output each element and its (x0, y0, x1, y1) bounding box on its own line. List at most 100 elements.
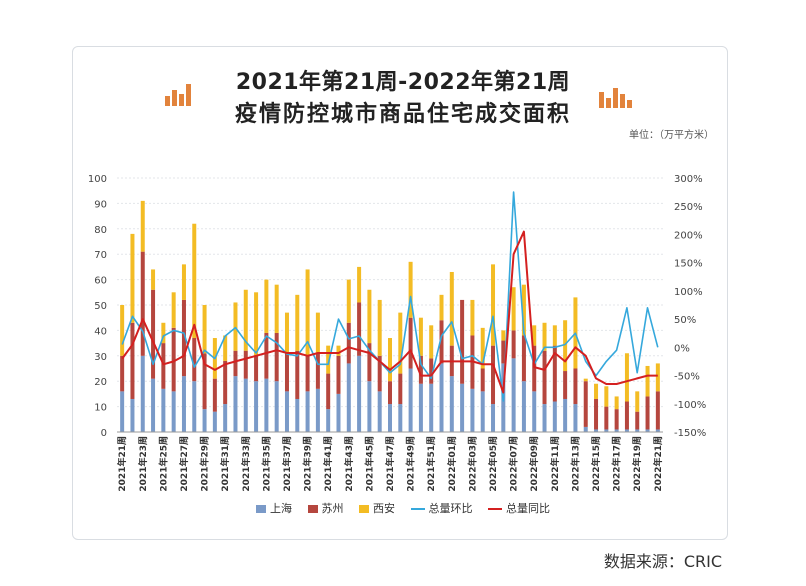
chart-title-period: 2021年第21周-2022年第21周 (235, 70, 571, 95)
bar-西安 (171, 292, 176, 328)
bar-上海 (377, 391, 382, 432)
legend-item-tb: 总量同比 (488, 500, 550, 516)
bar-苏州 (491, 345, 496, 405)
bar-上海 (140, 355, 145, 432)
x-tick-label: 2022年19周 (631, 436, 643, 492)
bar-上海 (233, 376, 238, 432)
bar-西安 (357, 266, 362, 303)
bar-西安 (398, 312, 403, 374)
bar-上海 (604, 429, 609, 432)
bar-苏州 (192, 338, 197, 382)
bar-上海 (264, 378, 269, 432)
bar-苏州 (418, 355, 423, 384)
bar-苏州 (377, 355, 382, 392)
bar-上海 (254, 381, 259, 432)
bar-上海 (532, 391, 537, 432)
bar-上海 (202, 409, 207, 432)
x-tick-label: 2021年45周 (363, 436, 375, 492)
bar-西安 (120, 305, 125, 356)
bar-上海 (120, 391, 125, 432)
x-tick-label: 2022年15周 (590, 436, 602, 492)
left-tick-label: 60 (94, 276, 107, 287)
bar-西安 (645, 365, 650, 397)
bar-上海 (346, 363, 351, 432)
bar-西安 (563, 320, 568, 372)
x-tick-label: 2021年47周 (384, 436, 396, 492)
x-tick-label: 2021年49周 (405, 436, 417, 492)
bar-上海 (336, 393, 341, 432)
left-tick-label: 100 (88, 174, 107, 185)
right-tick-label: 50% (674, 315, 696, 326)
bar-西安 (377, 299, 382, 356)
unit-label: 单位：（万平方米） (629, 130, 714, 141)
x-tick-label: 2022年07周 (508, 436, 520, 492)
bar-苏州 (511, 330, 516, 359)
bar-苏州 (573, 368, 578, 405)
bar-西安 (511, 287, 516, 331)
bar-苏州 (460, 299, 465, 384)
bar-上海 (480, 391, 485, 432)
bar-西安 (192, 223, 197, 339)
bar-上海 (151, 378, 156, 432)
bar-西安 (233, 302, 238, 351)
bar-上海 (563, 398, 568, 432)
bar-苏州 (171, 327, 176, 392)
bar-上海 (429, 383, 434, 432)
bar-苏州 (439, 320, 444, 364)
bar-西安 (295, 294, 300, 351)
right-tick-label: -50% (674, 372, 700, 383)
combo-chart: 0 10 20 30 40 50 60 70 80 90 100 -150% -100% -50% 0% 50… (88, 174, 706, 492)
legend-item-suzhou: 苏州 (307, 500, 344, 516)
bar-苏州 (501, 340, 506, 364)
left-tick-label: 40 (94, 326, 107, 337)
bar-苏州 (254, 355, 259, 382)
bar-苏州 (305, 355, 310, 392)
bar-苏州 (480, 368, 485, 392)
bar-上海 (130, 398, 135, 432)
bar-西安 (614, 396, 619, 410)
bar-苏州 (357, 302, 362, 356)
bar-苏州 (388, 381, 392, 405)
bar-上海 (326, 409, 331, 432)
bar-苏州 (521, 335, 526, 382)
line-总量同比 (121, 230, 658, 394)
bar-苏州 (233, 350, 238, 377)
bar-苏州 (243, 350, 248, 379)
bar-西安 (326, 345, 331, 374)
x-tick-label: 2021年35周 (260, 436, 272, 492)
bar-上海 (181, 376, 186, 432)
x-tick-label: 2022年05周 (487, 436, 499, 492)
x-tick-label: 2021年41周 (322, 436, 334, 492)
bar-苏州 (151, 289, 156, 379)
bar-上海 (460, 383, 465, 432)
line-总量环比 (121, 191, 659, 402)
bar-苏州 (367, 343, 372, 382)
bar-上海 (449, 376, 454, 432)
bar-苏州 (604, 406, 609, 430)
right-tick-label: 250% (674, 202, 703, 213)
bar-苏州 (563, 371, 568, 399)
x-tick-label: 2021年37周 (281, 436, 293, 492)
bar-苏州 (274, 332, 279, 382)
legend: 上海 苏州 西安 总量环比 总量同比 (0, 500, 806, 516)
bar-西安 (480, 327, 485, 369)
legend-item-xian: 西安 (359, 500, 395, 516)
x-tick-label: 2021年51周 (425, 436, 437, 492)
bar-西安 (264, 279, 269, 333)
bar-上海 (305, 391, 310, 432)
bar-西安 (449, 271, 454, 346)
bar-苏州 (429, 358, 434, 384)
legend-label: 总量同比 (506, 502, 550, 515)
bar-上海 (439, 363, 444, 432)
x-tick-label: 2022年11周 (549, 436, 561, 492)
bar-西安 (418, 317, 423, 356)
bar-苏州 (408, 317, 413, 369)
bar-西安 (151, 269, 156, 290)
x-tick-label: 2021年25周 (157, 436, 169, 492)
bar-西安 (604, 386, 609, 407)
x-tick-label: 2022年13周 (569, 436, 581, 492)
bar-苏州 (635, 411, 640, 430)
bar-西安 (583, 378, 588, 382)
bar-上海 (274, 381, 279, 432)
bar-西安 (181, 264, 186, 300)
